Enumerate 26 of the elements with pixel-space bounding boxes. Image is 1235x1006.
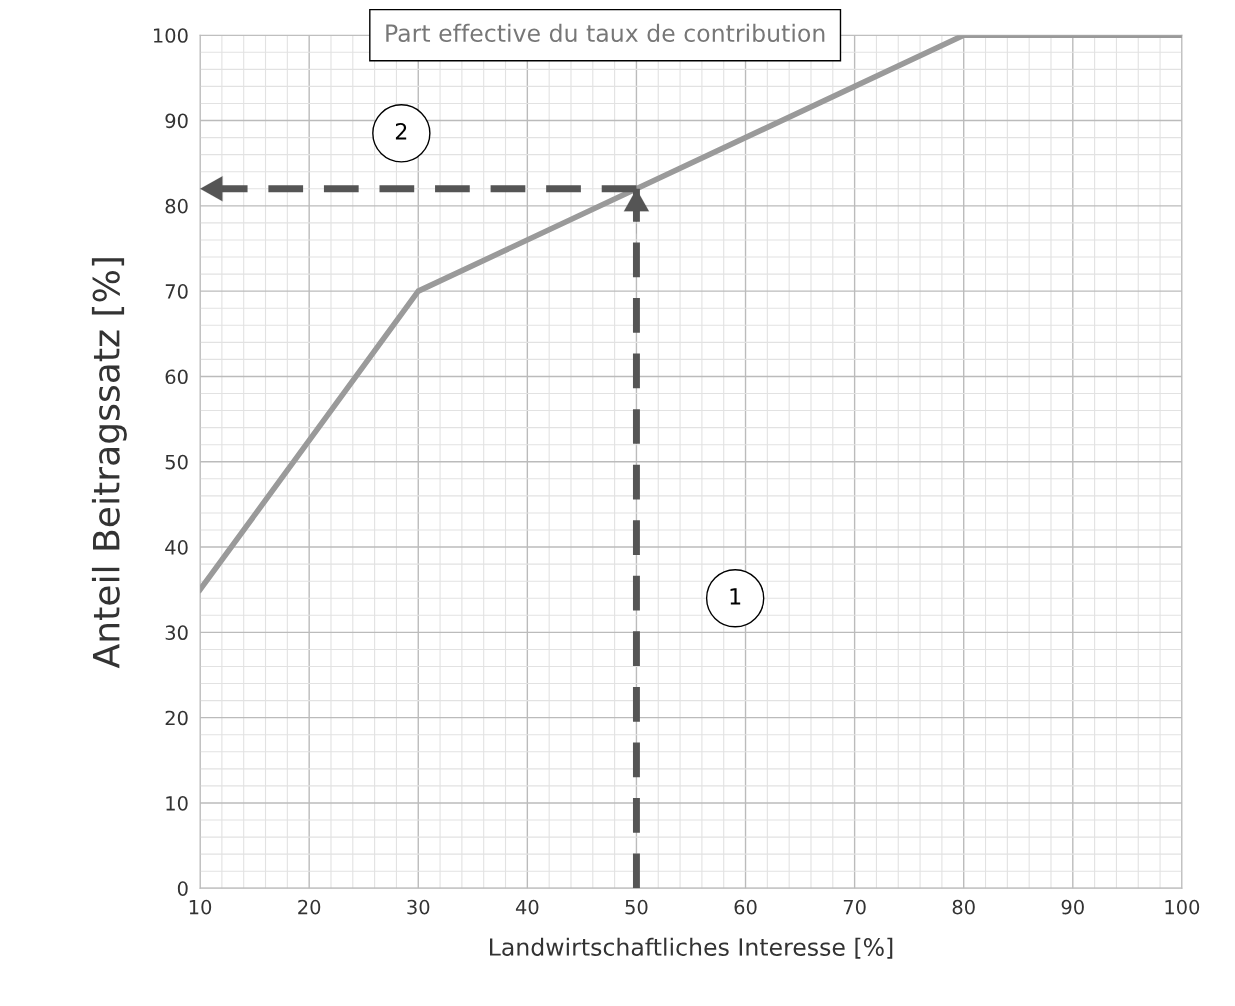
x-tick-label: 60 [734,899,757,915]
y-tick-label: 20 [165,710,188,726]
y-tick-label: 50 [165,454,188,470]
y-tick-label: 90 [165,113,188,129]
y-tick-label: 30 [165,625,188,641]
x-tick-label: 10 [189,899,212,915]
x-tick-label: 50 [625,899,648,915]
chart-title: Part effective du taux de contribution [386,23,825,43]
x-tick-label: 70 [843,899,866,915]
x-tick-label: 30 [407,899,430,915]
y-tick-label: 40 [165,540,188,555]
y-tick-label: 10 [166,795,188,811]
x-axis-title: Landwirtschaftliches Interesse [%] [490,937,893,959]
annotation: 2 [395,122,407,140]
y-tick-label: 60 [165,369,188,385]
y-axis-title: Anteil Beitragssatz [%] [91,258,127,669]
y-tick-label: 80 [165,198,188,214]
y-tick-label: 0 [177,881,188,896]
x-tick-label: 90 [1061,899,1084,915]
annotation: 1 [730,588,741,605]
x-tick-label: 40 [515,899,539,915]
x-tick-label: 20 [298,899,321,915]
x-tick-label: 100 [1165,899,1200,915]
y-tick-label: 70 [165,284,188,299]
y-tick-label: 100 [153,28,188,43]
x-tick-label: 80 [952,899,975,915]
